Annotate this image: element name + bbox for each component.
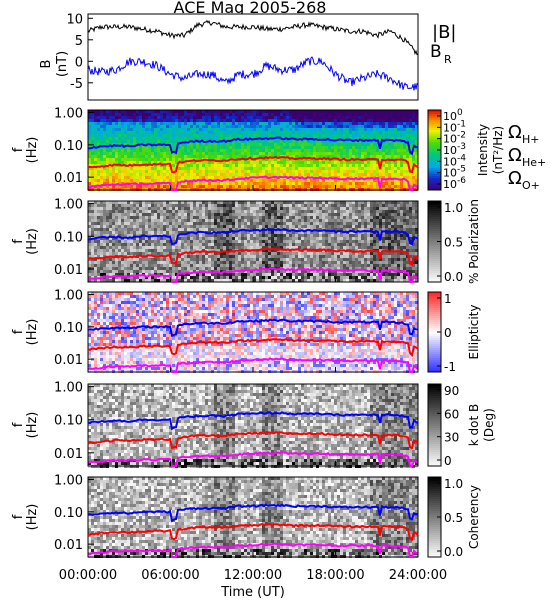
x-tick-label: 06:00:00 — [141, 568, 199, 583]
colorbar-tick-label: 0 — [444, 326, 452, 340]
colorbar-tick-label: 1 — [444, 292, 452, 306]
colorbar-tick-label: -1 — [444, 360, 456, 374]
y-tick-label-f: 0.01 — [54, 353, 83, 368]
y-axis-label-f: f — [11, 329, 26, 334]
series-line-omega-He-p5 — [87, 523, 419, 542]
series-line-omega-H-p2 — [87, 227, 419, 246]
colorbar-unit-4: (Deg) — [482, 408, 496, 442]
y-tick-label-f: 0.10 — [54, 321, 83, 336]
y-axis-label-f: f — [11, 422, 26, 427]
x-tick-label: 12:00:00 — [224, 568, 282, 583]
legend-omega-sub: O+ — [522, 179, 540, 192]
colorbar-label-4: k dot B — [467, 404, 481, 446]
colorbar-tick-label: 0.5 — [444, 511, 463, 525]
series-line-omega-O-p4 — [87, 451, 419, 467]
colorbar-1 — [428, 110, 441, 190]
y-axis-label-f: f — [11, 514, 26, 519]
legend-omega-sub: H+ — [522, 133, 540, 146]
panel-b-frame — [87, 13, 419, 101]
series-line-omega-O-p5 — [87, 542, 419, 558]
y-tick-label-f: 1.00 — [54, 198, 83, 213]
y-axis-unit-f: (Hz) — [25, 504, 40, 531]
series-line-b-total — [87, 19, 419, 56]
x-tick-label: 00:00:00 — [59, 568, 117, 583]
series-line-omega-He-p3 — [87, 338, 419, 358]
y-tick-label-f: 1.00 — [54, 107, 83, 122]
series-line-omega-He-p1 — [87, 155, 419, 174]
colorbar-3 — [428, 292, 441, 372]
series-line-omega-H-p5 — [87, 503, 419, 523]
colorbar-tick-label: 10-6 — [443, 176, 466, 191]
spectrogram-5 — [88, 477, 418, 558]
series-line-omega-H-p3 — [87, 318, 418, 337]
colorbar-2 — [428, 201, 441, 283]
y-axis-unit-f: (Hz) — [25, 319, 40, 346]
series-line-omega-H-p1 — [87, 136, 419, 156]
series-line-omega-He-p4 — [87, 431, 419, 450]
y-axis-label-b: B — [39, 60, 54, 69]
series-line-b-r — [87, 56, 419, 91]
series-line-omega-O-p2 — [87, 267, 419, 283]
legend-omega-sub: He+ — [522, 156, 546, 169]
y-tick-label-f: 0.10 — [54, 230, 83, 245]
series-line-omega-O-p3 — [87, 357, 419, 373]
colorbar-tick-label: 90 — [444, 384, 459, 398]
y-tick-label-f: 0.01 — [54, 171, 83, 186]
colorbar-label-5: Coherency — [467, 485, 481, 549]
series-line-omega-He-p2 — [87, 247, 419, 267]
y-tick-label-f: 0.01 — [54, 538, 83, 553]
y-tick-label-b: 10 — [66, 12, 83, 27]
colorbar-tick-label: 1.0 — [444, 201, 463, 215]
legend-b-total: |B| — [432, 22, 456, 43]
legend-omega: Ω — [508, 168, 522, 189]
colorbar-tick-label: 30 — [444, 431, 459, 445]
colorbar-label-2: % Polarization — [467, 199, 481, 284]
y-tick-label-f: 0.10 — [54, 414, 83, 429]
legend-b-r: B — [430, 42, 442, 62]
series-line-omega-H-p4 — [87, 411, 419, 431]
y-axis-unit-f: (Hz) — [25, 412, 40, 439]
colorbar-label-1: Intensity — [476, 124, 490, 176]
chart-title: ACE Mag 2005-268 — [173, 0, 327, 17]
y-axis-unit-f: (Hz) — [25, 137, 40, 164]
legend-omega: Ω — [508, 122, 522, 143]
colorbar-tick-label: 0 — [444, 454, 452, 468]
colorbar-5 — [428, 477, 441, 557]
colorbar-4 — [428, 384, 441, 466]
y-axis-unit-b: (nT) — [55, 51, 70, 77]
y-tick-label-b: -5 — [70, 77, 83, 92]
colorbar-tick-label: 0.5 — [444, 236, 463, 250]
y-axis-unit-f: (Hz) — [25, 228, 40, 255]
y-tick-label-f: 1.00 — [54, 474, 83, 489]
colorbar-tick-label: 0.0 — [444, 545, 463, 559]
y-tick-label-f: 1.00 — [54, 289, 83, 304]
x-tick-label: 18:00:00 — [306, 568, 364, 583]
y-axis-label-f: f — [11, 147, 26, 152]
colorbar-frame-4 — [427, 383, 442, 467]
colorbar-tick-label: 0.0 — [444, 270, 463, 284]
legend-omega: Ω — [508, 145, 522, 166]
colorbar-tick-label: 60 — [444, 407, 459, 421]
colorbar-label-3: Ellipticity — [467, 305, 481, 360]
y-tick-label-b: 0 — [75, 55, 83, 70]
colorbar-unit-1: (nT²/Hz) — [491, 126, 505, 174]
y-axis-label-f: f — [11, 239, 26, 244]
y-tick-label-f: 0.10 — [54, 139, 83, 154]
y-tick-label-f: 0.01 — [54, 447, 83, 462]
series-line-omega-O-p1 — [87, 175, 419, 191]
y-tick-label-b: 5 — [75, 34, 83, 49]
x-tick-label: 24:00:00 — [389, 568, 447, 583]
y-tick-label-f: 0.01 — [54, 263, 83, 278]
y-tick-label-f: 0.10 — [54, 506, 83, 521]
legend-b-r-sub: R — [444, 53, 452, 66]
y-tick-label-f: 1.00 — [54, 381, 83, 396]
colorbar-tick-label: 1.0 — [444, 477, 463, 491]
x-axis-label: Time (UT) — [220, 585, 285, 600]
